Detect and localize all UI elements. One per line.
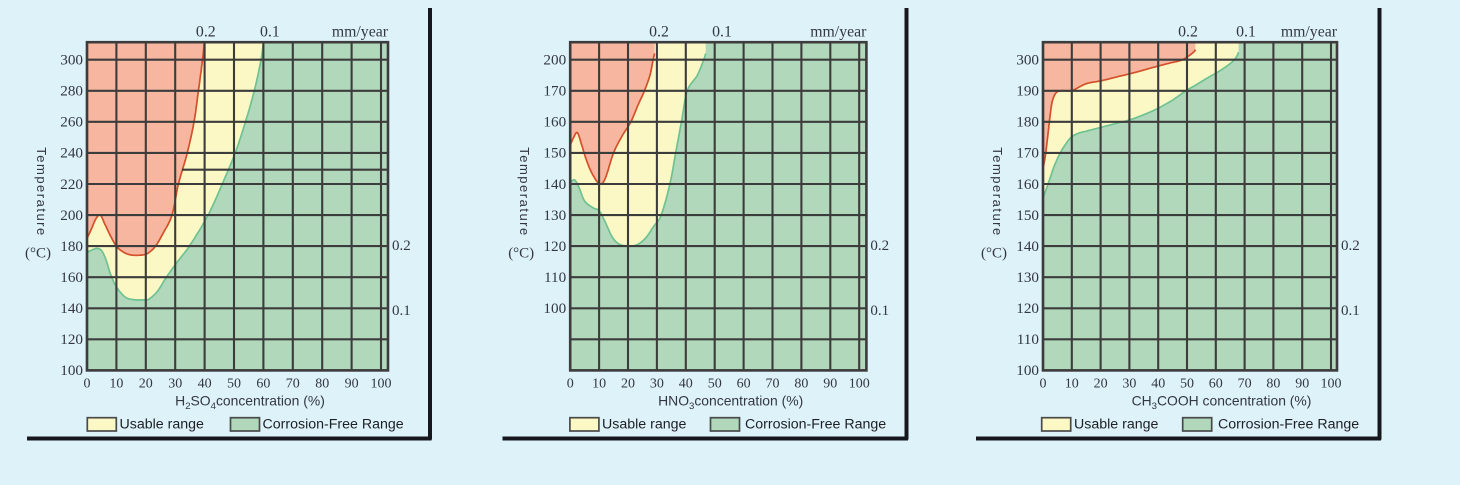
svg-text:0.2: 0.2	[196, 23, 216, 40]
svg-text:40: 40	[679, 377, 693, 392]
svg-text:Corrosion-Free Range: Corrosion-Free Range	[1218, 416, 1359, 432]
svg-text:0.1: 0.1	[870, 303, 889, 319]
svg-text:0: 0	[1040, 377, 1047, 392]
svg-text:10: 10	[1065, 377, 1079, 392]
svg-text:100: 100	[1016, 362, 1039, 379]
svg-text:mm/year: mm/year	[810, 23, 867, 40]
svg-text:220: 220	[60, 176, 83, 193]
svg-text:180: 180	[1016, 114, 1039, 131]
svg-text:100: 100	[1321, 377, 1342, 392]
svg-text:120: 120	[543, 238, 566, 255]
svg-text:40: 40	[1151, 377, 1165, 392]
svg-text:Usable range: Usable range	[120, 416, 205, 432]
svg-text:60: 60	[737, 377, 751, 392]
svg-text:200: 200	[60, 207, 83, 224]
svg-text:130: 130	[543, 207, 566, 224]
svg-text:130: 130	[1016, 269, 1039, 286]
svg-text:Usable range: Usable range	[602, 416, 687, 432]
svg-text:30: 30	[650, 377, 664, 392]
svg-text:200: 200	[543, 52, 566, 69]
svg-text:(°C): (°C)	[25, 246, 51, 262]
svg-text:0.2: 0.2	[649, 23, 669, 40]
svg-text:(°C): (°C)	[981, 246, 1007, 262]
svg-text:100: 100	[543, 300, 566, 317]
svg-text:0.1: 0.1	[1341, 303, 1360, 319]
svg-text:100: 100	[371, 377, 392, 392]
svg-text:100: 100	[849, 377, 870, 392]
svg-text:170: 170	[543, 83, 566, 100]
svg-text:120: 120	[60, 331, 83, 348]
svg-text:60: 60	[256, 377, 270, 392]
svg-text:0.1: 0.1	[1236, 23, 1256, 40]
svg-text:80: 80	[315, 377, 329, 392]
svg-text:0.1: 0.1	[392, 303, 411, 319]
svg-text:90: 90	[1295, 377, 1309, 392]
svg-text:150: 150	[1016, 207, 1039, 224]
svg-text:70: 70	[1238, 377, 1252, 392]
svg-text:0.2: 0.2	[1178, 23, 1198, 40]
svg-text:20: 20	[621, 377, 635, 392]
svg-text:CH3​COOH concentration (%): CH3​COOH concentration (%)	[1132, 393, 1312, 412]
svg-text:140: 140	[60, 300, 83, 317]
svg-text:H2​SO4​concentration (%): H2​SO4​concentration (%)	[175, 393, 325, 412]
svg-text:90: 90	[345, 377, 359, 392]
svg-text:180: 180	[60, 238, 83, 255]
svg-text:20: 20	[1094, 377, 1108, 392]
svg-text:Temperature: Temperature	[34, 147, 49, 236]
svg-text:70: 70	[286, 377, 300, 392]
svg-text:10: 10	[592, 377, 606, 392]
svg-text:140: 140	[543, 176, 566, 193]
svg-text:60: 60	[1209, 377, 1223, 392]
svg-text:Corrosion-Free Range: Corrosion-Free Range	[263, 416, 404, 432]
svg-text:160: 160	[543, 114, 566, 131]
svg-text:Corrosion-Free Range: Corrosion-Free Range	[745, 416, 886, 432]
svg-text:0.1: 0.1	[712, 23, 732, 40]
svg-text:10: 10	[109, 377, 123, 392]
svg-text:110: 110	[544, 269, 567, 286]
svg-text:mm/year: mm/year	[332, 23, 389, 40]
svg-text:0: 0	[84, 377, 91, 392]
svg-text:Temperature: Temperature	[990, 147, 1005, 236]
svg-text:Usable range: Usable range	[1074, 416, 1159, 432]
svg-text:170: 170	[1016, 145, 1039, 162]
svg-text:0: 0	[567, 377, 574, 392]
svg-text:mm/year: mm/year	[1281, 23, 1338, 40]
svg-text:100: 100	[60, 362, 83, 379]
svg-text:20: 20	[139, 377, 153, 392]
svg-text:300: 300	[60, 52, 83, 69]
svg-text:0.2: 0.2	[392, 238, 411, 254]
svg-text:90: 90	[823, 377, 837, 392]
svg-text:110: 110	[1017, 331, 1040, 348]
svg-text:80: 80	[794, 377, 808, 392]
svg-text:50: 50	[1180, 377, 1194, 392]
svg-text:150: 150	[543, 145, 566, 162]
svg-text:0.2: 0.2	[1341, 238, 1360, 254]
svg-text:40: 40	[198, 377, 212, 392]
svg-text:70: 70	[766, 377, 780, 392]
svg-text:160: 160	[60, 269, 83, 286]
svg-text:50: 50	[708, 377, 722, 392]
svg-text:160: 160	[1016, 176, 1039, 193]
svg-text:0.2: 0.2	[870, 238, 889, 254]
svg-text:120: 120	[1016, 300, 1039, 317]
svg-text:30: 30	[168, 377, 182, 392]
svg-text:300: 300	[1016, 52, 1039, 69]
svg-text:140: 140	[1016, 238, 1039, 255]
svg-text:0.1: 0.1	[260, 23, 280, 40]
svg-text:Temperature: Temperature	[517, 147, 532, 236]
svg-text:50: 50	[227, 377, 241, 392]
svg-text:HNO3​concentration (%): HNO3​concentration (%)	[658, 393, 803, 412]
svg-text:30: 30	[1122, 377, 1136, 392]
svg-text:280: 280	[60, 83, 83, 100]
svg-text:190: 190	[1016, 83, 1039, 100]
svg-text:240: 240	[60, 145, 83, 162]
svg-text:80: 80	[1266, 377, 1280, 392]
svg-text:260: 260	[60, 114, 83, 131]
svg-text:(°C): (°C)	[508, 246, 534, 262]
